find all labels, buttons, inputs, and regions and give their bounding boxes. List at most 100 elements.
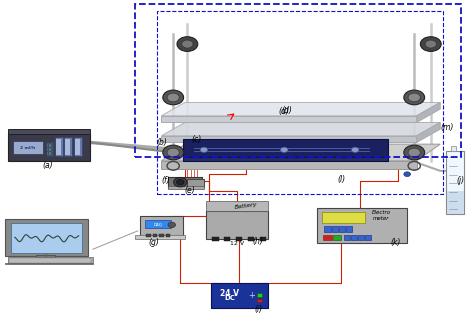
Bar (55, 137, 63, 156)
Text: (g): (g) (149, 238, 160, 247)
Text: (m): (m) (441, 123, 454, 132)
Circle shape (404, 172, 410, 177)
Polygon shape (161, 144, 440, 161)
Polygon shape (417, 103, 440, 123)
Bar (206, 211, 268, 239)
Bar (331, 225, 337, 231)
Bar (8, 134, 91, 161)
Polygon shape (161, 136, 417, 142)
Polygon shape (182, 139, 388, 157)
Bar (74, 137, 82, 156)
Text: 24 V: 24 V (220, 289, 239, 298)
Text: Electro
meter: Electro meter (372, 210, 391, 221)
Bar (65, 139, 70, 155)
Bar (36, 255, 55, 258)
Bar (49, 148, 51, 151)
Polygon shape (161, 123, 440, 136)
Bar (338, 225, 345, 231)
Bar (8, 257, 93, 263)
Bar (156, 11, 443, 194)
Bar (187, 179, 204, 187)
Polygon shape (161, 103, 440, 116)
Bar (260, 237, 266, 241)
Circle shape (177, 37, 198, 51)
Bar (224, 237, 230, 241)
Text: DC: DC (225, 295, 236, 301)
Text: 2 ml/h: 2 ml/h (20, 146, 36, 150)
Text: (l): (l) (337, 175, 345, 184)
Bar (46, 142, 53, 156)
Text: +: + (248, 291, 255, 300)
Text: (a): (a) (43, 161, 53, 170)
Text: (h): (h) (253, 237, 264, 246)
Bar (159, 234, 164, 237)
Bar (212, 237, 219, 241)
Text: DAQ: DAQ (154, 222, 163, 226)
Bar (49, 144, 51, 147)
Bar (344, 235, 350, 240)
Circle shape (281, 147, 288, 152)
Bar (46, 144, 48, 147)
Text: (j): (j) (457, 176, 465, 185)
Bar (56, 139, 61, 155)
Polygon shape (417, 123, 440, 142)
Circle shape (176, 180, 184, 185)
Polygon shape (161, 116, 417, 123)
Text: (d): (d) (281, 106, 292, 115)
Text: (e): (e) (184, 186, 195, 195)
Bar (257, 298, 262, 302)
Circle shape (168, 222, 175, 227)
Bar (365, 235, 371, 240)
Bar (64, 137, 72, 156)
Bar (11, 223, 82, 253)
Bar (136, 234, 185, 239)
Circle shape (163, 90, 183, 105)
Bar (146, 234, 151, 237)
Bar (8, 129, 91, 134)
Circle shape (404, 90, 425, 105)
Bar (322, 211, 365, 222)
Bar (75, 139, 80, 155)
Polygon shape (206, 201, 268, 211)
Bar (447, 191, 464, 214)
Circle shape (167, 93, 179, 102)
Bar (166, 234, 170, 237)
Bar (145, 220, 171, 228)
Circle shape (425, 40, 437, 48)
Bar (153, 234, 157, 237)
Circle shape (182, 40, 193, 48)
Bar (211, 283, 268, 308)
Bar (5, 219, 88, 256)
Bar (358, 235, 364, 240)
Text: 12 V: 12 V (230, 241, 244, 246)
Text: (d): (d) (279, 107, 290, 116)
Circle shape (200, 147, 208, 152)
Bar (46, 152, 48, 155)
Bar (351, 235, 357, 240)
Circle shape (173, 178, 187, 187)
Bar (168, 186, 204, 189)
Bar (168, 177, 201, 188)
Text: (b): (b) (156, 138, 167, 147)
Bar (12, 141, 43, 154)
Bar (447, 151, 465, 214)
Bar (248, 237, 254, 241)
Bar (318, 208, 407, 243)
Bar (236, 237, 242, 241)
Bar (140, 216, 182, 236)
Polygon shape (161, 161, 417, 169)
Polygon shape (182, 157, 388, 161)
Text: (k): (k) (390, 238, 401, 247)
Bar (333, 235, 341, 240)
Text: (f): (f) (162, 176, 171, 185)
Bar (257, 293, 262, 296)
Circle shape (408, 93, 420, 102)
Bar (451, 146, 456, 151)
Bar (9, 258, 91, 263)
Polygon shape (5, 263, 93, 264)
Text: Battery: Battery (235, 202, 258, 210)
Bar (49, 152, 51, 155)
Circle shape (408, 148, 420, 157)
Circle shape (167, 148, 179, 157)
Bar (346, 225, 352, 231)
